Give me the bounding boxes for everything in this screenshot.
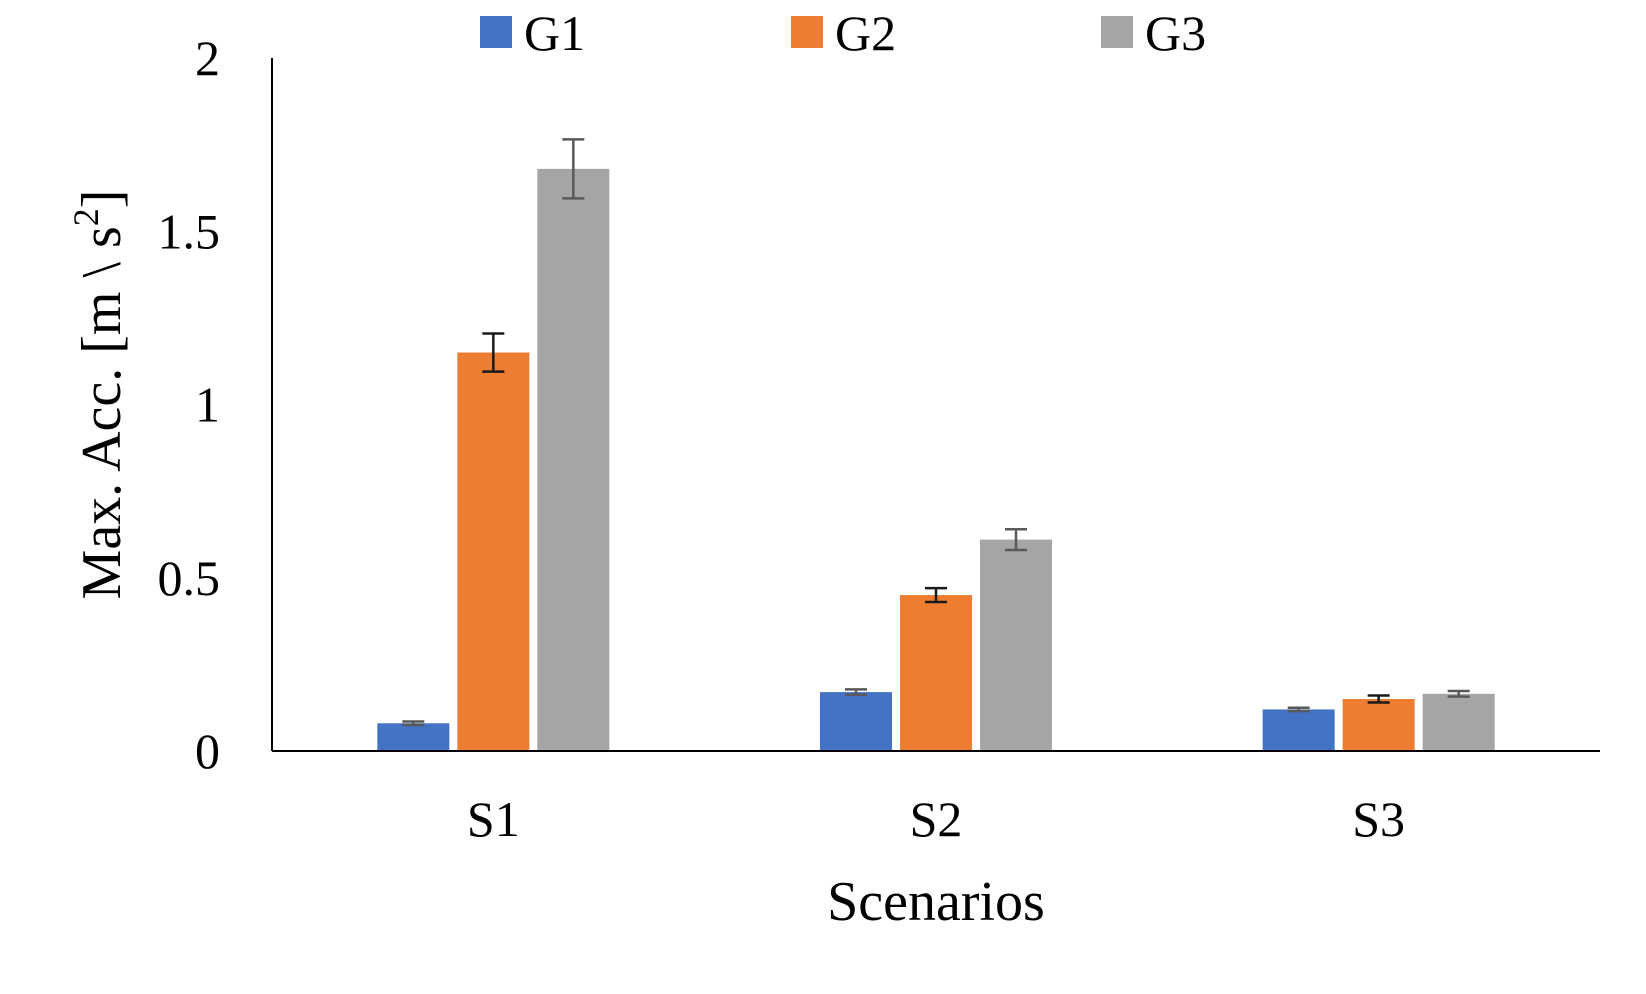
error-bar-g2-s1: [482, 332, 505, 373]
y-axis-title-main: Max. Acc. [m \ s: [71, 226, 133, 599]
legend-label: G2: [835, 5, 896, 61]
x-tick-label: S2: [910, 791, 963, 847]
error-bar-g1-s1: [402, 720, 425, 727]
bar-g1-s2: [820, 692, 892, 751]
x-axis-title: Scenarios: [827, 871, 1045, 933]
y-axis-title-close: ]: [71, 190, 133, 209]
error-bar-g1-s2: [845, 688, 867, 697]
x-axis-ticks: S1 S2 S3: [467, 791, 1405, 847]
legend-swatch: [1101, 16, 1133, 48]
bar-g3-s2: [980, 539, 1052, 751]
legend-item-g1: G1: [480, 5, 585, 61]
y-tick-label: 0.5: [158, 550, 221, 606]
bar-g2-s2: [900, 595, 972, 751]
bar-g2-s1: [457, 352, 530, 751]
bar-g1-s1: [377, 723, 450, 751]
legend-item-g3: G3: [1101, 5, 1206, 61]
bar-g3-s3: [1422, 693, 1495, 751]
x-tick-label: S1: [467, 791, 520, 847]
error-bars: [402, 138, 1470, 727]
error-bar-g2-s2: [925, 586, 947, 604]
y-tick-label: 2: [195, 30, 220, 86]
bar-g3-s1: [537, 168, 610, 751]
y-tick-label: 1: [195, 377, 220, 433]
legend-label: G1: [524, 5, 585, 61]
y-axis-title: Max. Acc. [m \ s2]: [66, 190, 133, 600]
y-axis-ticks: 0 0.5 1 1.5 2: [158, 30, 221, 779]
legend-item-g2: G2: [791, 5, 896, 61]
bars: [377, 168, 1495, 751]
bar-g1-s3: [1262, 709, 1335, 751]
x-tick-label: S3: [1352, 791, 1405, 847]
y-tick-label: 0: [195, 723, 220, 779]
error-bar-g3-s2: [1005, 527, 1027, 552]
bar-g2-s3: [1342, 699, 1415, 751]
error-bar-g3-s3: [1447, 689, 1470, 698]
error-bar-g3-s1: [562, 138, 585, 200]
error-bar-g2-s3: [1367, 694, 1390, 704]
legend-swatch: [480, 16, 512, 48]
y-axis-title-superscript: 2: [66, 208, 106, 226]
legend-swatch: [791, 16, 823, 48]
legend: G1 G2 G3: [480, 5, 1206, 61]
legend-label: G3: [1145, 5, 1206, 61]
y-tick-label: 1.5: [158, 203, 221, 259]
error-bar-g1-s3: [1287, 706, 1310, 713]
